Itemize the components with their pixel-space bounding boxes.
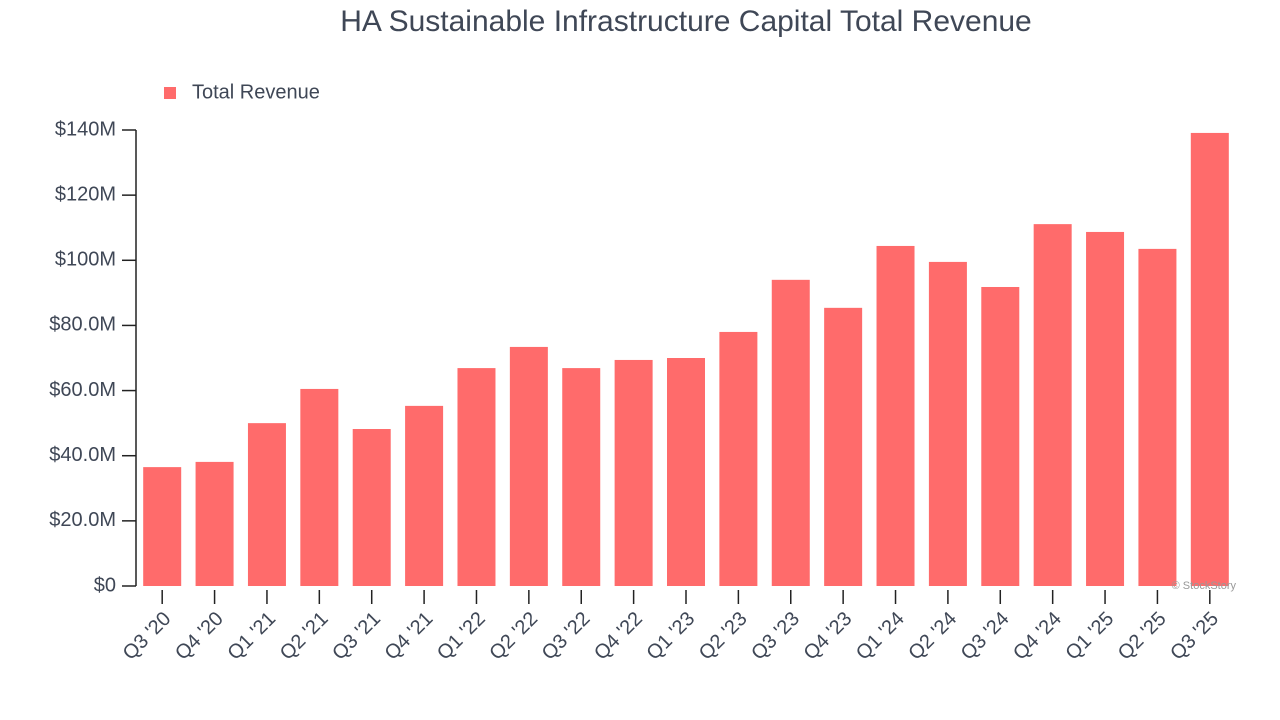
y-tick-label: $0 xyxy=(94,574,116,596)
x-tick-label: Q3 '21 xyxy=(328,608,385,665)
x-tick-label: Q1 '25 xyxy=(1062,608,1119,665)
legend-label: Total Revenue xyxy=(192,81,320,103)
bar xyxy=(509,346,548,586)
bar xyxy=(981,286,1020,586)
bar xyxy=(195,461,234,586)
x-tick-label: Q4 '24 xyxy=(1009,608,1066,665)
x-tick-label: Q3 '24 xyxy=(957,608,1014,665)
x-tick-label: Q4 '22 xyxy=(590,608,647,665)
y-tick-label: $20.0M xyxy=(49,509,116,531)
x-tick-label: Q2 '24 xyxy=(904,608,961,665)
x-tick-label: Q3 '22 xyxy=(538,608,595,665)
x-tick-label: Q3 '20 xyxy=(119,608,176,665)
bar xyxy=(1033,224,1072,587)
bar xyxy=(352,429,391,586)
chart-title: HA Sustainable Infrastructure Capital To… xyxy=(340,5,1032,38)
x-tick-label: Q1 '24 xyxy=(852,608,909,665)
bar xyxy=(928,261,967,586)
legend-swatch xyxy=(164,87,176,99)
x-tick-label: Q4 '23 xyxy=(800,608,857,665)
bar xyxy=(667,358,705,586)
bar xyxy=(143,467,182,586)
bar xyxy=(1138,248,1177,586)
x-tick-label: Q1 '22 xyxy=(433,608,490,665)
x-tick-label: Q3 '25 xyxy=(1166,608,1223,665)
bar xyxy=(876,245,915,586)
x-tick-label: Q1 '23 xyxy=(642,608,699,665)
x-tick-label: Q1 '21 xyxy=(223,608,280,665)
bar xyxy=(1190,132,1229,586)
bar xyxy=(405,405,444,586)
x-tick-label: Q2 '22 xyxy=(485,608,542,665)
x-tick-label: Q4 '20 xyxy=(171,608,228,665)
y-tick-label: $120M xyxy=(55,183,116,205)
bar xyxy=(824,307,863,586)
bar xyxy=(719,331,758,586)
x-tick-label: Q4 '21 xyxy=(381,608,438,665)
bar xyxy=(1086,231,1125,586)
bar xyxy=(614,359,653,586)
watermark: © StockStory xyxy=(1172,580,1237,592)
x-tick-label: Q2 '23 xyxy=(695,608,752,665)
x-tick-label: Q3 '23 xyxy=(747,608,804,665)
bar xyxy=(300,388,339,586)
x-tick-label: Q2 '21 xyxy=(276,608,333,665)
x-tick-label: Q2 '25 xyxy=(1114,608,1171,665)
bar xyxy=(247,423,286,586)
bar xyxy=(457,368,496,586)
y-tick-label: $80.0M xyxy=(49,314,116,336)
y-tick-label: $40.0M xyxy=(49,444,116,466)
bar xyxy=(771,279,810,586)
y-tick-label: $100M xyxy=(55,249,116,271)
bar xyxy=(562,368,601,586)
y-tick-label: $140M xyxy=(55,118,116,140)
y-tick-label: $60.0M xyxy=(49,379,116,401)
